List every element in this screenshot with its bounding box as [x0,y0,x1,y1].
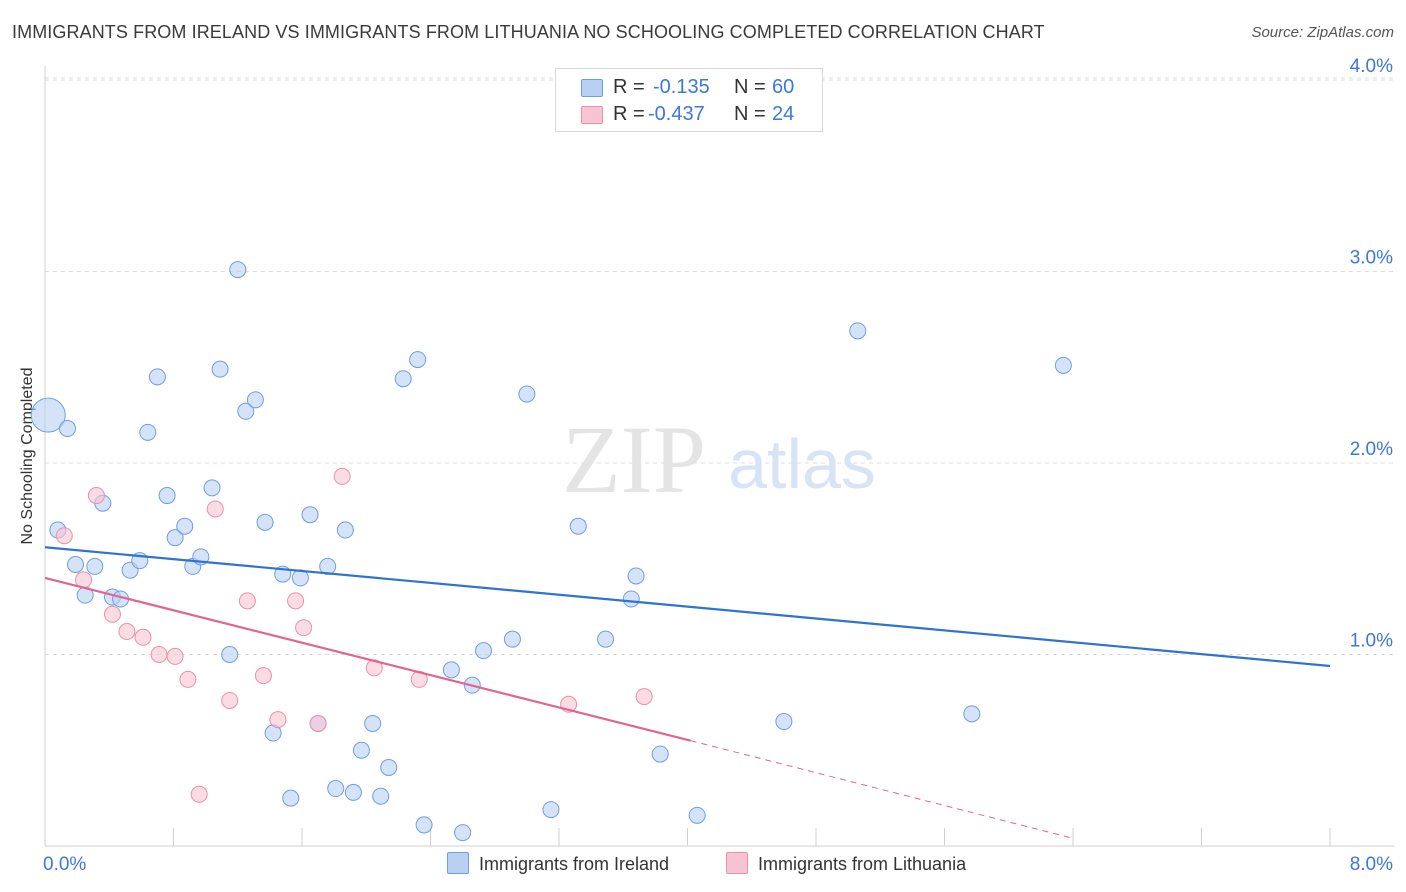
legend-lithuania-swatch [726,852,748,874]
lithuania-r-value: -0.437 [648,103,705,125]
ireland-point [518,385,536,403]
ireland-point [176,517,194,535]
ireland-point [336,521,354,539]
ireland-point [475,642,493,660]
lithuania-point [287,592,305,610]
lithuania-trendline-extension [690,740,1074,839]
ireland-point [622,590,640,608]
lithuania-point [55,527,73,545]
ireland-point [148,368,166,386]
ireland-point [503,630,521,648]
lithuania-point [206,500,224,518]
ireland-point [344,783,362,801]
x-tick-label: 8.0% [1350,854,1393,875]
ireland-point [237,402,255,420]
legend-item-ireland: Immigrants from Ireland [447,852,669,875]
ireland-point [282,789,300,807]
y-tick-label: 4.0% [1350,56,1393,77]
ireland-point [166,529,184,547]
ireland-point [301,506,319,524]
lithuania-point [309,714,327,732]
ireland-point [203,479,221,497]
lithuania-point [254,667,272,685]
watermark-atlas: atlas [728,425,876,503]
ireland-point [688,806,706,824]
y-tick-label: 3.0% [1350,248,1393,269]
y-tick-label: 1.0% [1350,631,1393,652]
ireland-point [211,360,229,378]
lithuania-point [333,467,351,485]
lithuania-point [269,711,287,729]
ireland-point [442,661,460,679]
stats-row-lithuania: R = -0.437 N = 24 [556,101,822,127]
legend-lithuania-label: Immigrants from Lithuania [758,854,967,874]
lithuania-trendline [44,576,691,742]
ireland-point [30,397,66,433]
x-tick-label: 0.0% [43,854,86,875]
ireland-point [246,391,264,409]
lithuania-point [295,619,313,637]
ireland-point [415,816,433,834]
ireland-r-label: R = [613,76,645,98]
stats-row-ireland: R = -0.135 N = 60 [556,74,822,100]
ireland-point [849,322,867,340]
stats-legend: R = -0.135 N = 60 R = -0.437 N = 24 [555,68,823,132]
ireland-point [542,801,560,819]
source-credit: Source: ZipAtlas.com [1251,24,1394,41]
lithuania-swatch [581,106,603,124]
ireland-n-label: N = [734,76,766,98]
ireland-r-value: -0.135 [653,76,710,98]
lithuania-point [190,785,208,803]
lithuania-r-label: R = [613,103,645,125]
ireland-point [409,351,427,369]
ireland-point [651,745,669,763]
lithuania-point [118,623,136,641]
ireland-point [394,370,412,388]
lithuania-point [134,628,152,646]
lithuania-point [221,691,239,709]
ireland-point [221,646,239,663]
ireland-trendline [44,546,1331,668]
legend-ireland-swatch [447,852,469,874]
ireland-point [256,513,274,531]
lithuania-point [150,646,168,663]
lithuania-point [179,670,197,688]
ireland-point [569,517,587,535]
ireland-point [627,567,645,585]
watermark-zip: ZIP [562,406,706,513]
ireland-point [1054,356,1072,374]
ireland-point [372,787,390,805]
y-tick-label: 2.0% [1350,439,1393,460]
ireland-point [67,555,85,573]
lithuania-point [238,592,256,610]
legend-ireland-label: Immigrants from Ireland [479,854,670,874]
ireland-point [364,714,382,732]
lithuania-point [87,487,105,505]
ireland-point [963,705,981,723]
lithuania-n-label: N = [734,103,766,125]
ireland-n-value: 60 [772,76,795,98]
lithuania-n-value: 24 [772,103,795,125]
lithuania-point [166,647,184,665]
legend-item-lithuania: Immigrants from Lithuania [726,852,966,875]
ireland-point [352,741,370,759]
ireland-point [229,261,247,279]
ireland-point [597,630,615,648]
ireland-point [327,780,345,798]
ireland-point [58,420,76,438]
ireland-point [139,423,157,441]
lithuania-point [635,688,653,706]
chart-title: IMMIGRANTS FROM IRELAND VS IMMIGRANTS FR… [12,22,1045,42]
ireland-point [775,713,793,731]
ireland-swatch [581,79,603,97]
lithuania-point [103,605,121,623]
ireland-point [454,824,472,842]
ireland-point [158,487,176,505]
ireland-point [86,557,104,575]
ireland-point [380,758,398,776]
